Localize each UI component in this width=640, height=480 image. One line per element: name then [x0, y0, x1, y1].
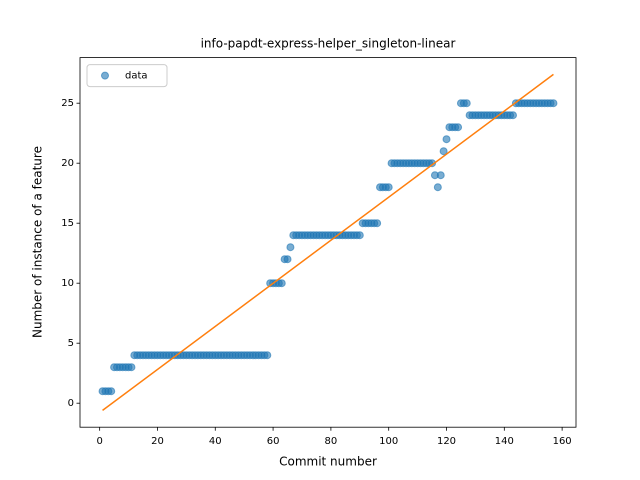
data-point — [263, 351, 272, 360]
y-tick-label: 0 — [68, 398, 74, 409]
plot-frame — [79, 57, 577, 428]
data-point — [428, 159, 437, 168]
x-tick-label: 40 — [209, 436, 222, 447]
data-point — [107, 387, 116, 396]
y-tick-label: 25 — [61, 98, 74, 109]
data-point — [454, 123, 463, 132]
x-tick-label: 60 — [267, 436, 280, 447]
data-point — [442, 135, 451, 144]
data-point — [508, 111, 517, 120]
y-tick-label: 20 — [61, 158, 74, 169]
y-tick-label: 15 — [61, 218, 74, 229]
chart-title: info-papdt-express-helper_singleton-line… — [201, 37, 456, 51]
data-point — [549, 99, 558, 108]
x-axis-label: Commit number — [279, 455, 377, 469]
data-point — [433, 183, 442, 192]
data-point — [277, 279, 286, 288]
y-axis-label: Number of instance of a feature — [31, 146, 45, 338]
legend-label: data — [125, 71, 148, 82]
data-point — [283, 255, 292, 264]
x-tick-label: 100 — [379, 436, 398, 447]
y-tick-label: 10 — [61, 278, 74, 289]
fit-line — [102, 73, 554, 412]
x-tick-label: 20 — [151, 436, 164, 447]
legend-box — [86, 64, 168, 88]
data-point — [462, 99, 471, 108]
x-tick-label: 80 — [325, 436, 338, 447]
data-point — [439, 147, 448, 156]
data-point — [384, 183, 393, 192]
data-point — [355, 231, 364, 240]
data-point — [373, 219, 382, 228]
data-point — [127, 363, 136, 372]
y-tick-label: 5 — [68, 338, 74, 349]
legend-marker — [101, 71, 109, 80]
x-tick-label: 120 — [437, 436, 456, 447]
x-tick-label: 140 — [495, 436, 514, 447]
x-tick-label: 0 — [96, 436, 102, 447]
data-point — [286, 243, 295, 252]
data-point — [436, 171, 445, 180]
x-tick-label: 160 — [553, 436, 572, 447]
